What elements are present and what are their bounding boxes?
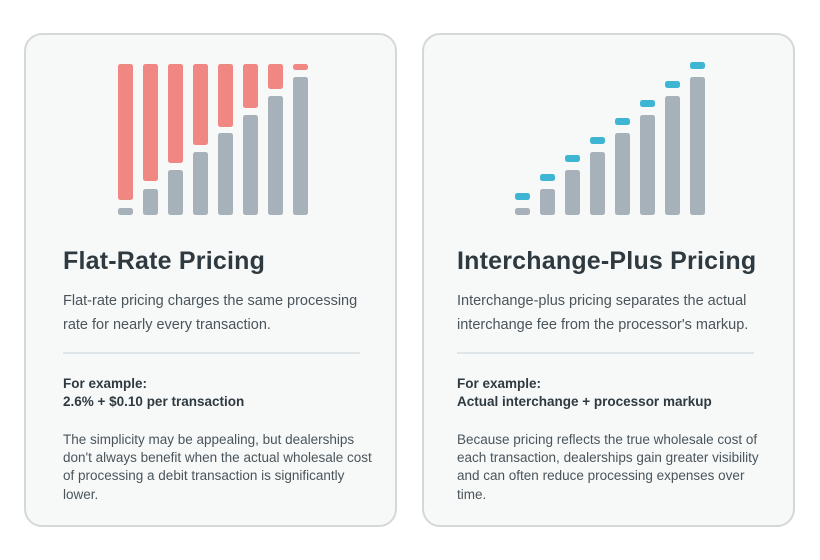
flat-rate-red-bar [218, 64, 233, 127]
interchange-gray-bar [590, 152, 605, 215]
flat-rate-red-bar [168, 64, 183, 163]
interchange-blue-cap [565, 155, 580, 162]
flat-rate-red-bar [193, 64, 208, 145]
flat-rate-gray-bar [168, 170, 183, 215]
flat-rate-bars-icon [118, 64, 308, 215]
interchange-gray-bar [565, 170, 580, 215]
flat-rate-gray-bar [218, 133, 233, 215]
interchange-blue-cap [590, 137, 605, 144]
flat-rate-card: Flat-Rate Pricing Flat-rate pricing char… [24, 33, 397, 527]
example-label: For example: [457, 376, 542, 391]
card-body: The simplicity may be appealing, but dea… [63, 432, 372, 502]
interchange-gray-bar [515, 208, 530, 215]
interchange-gray-bar [540, 189, 555, 215]
interchange-plus-bars-icon [515, 62, 705, 215]
flat-rate-red-bar [268, 64, 283, 89]
card-title: Flat-Rate Pricing [63, 247, 266, 275]
flat-rate-gray-bar [193, 152, 208, 215]
divider [63, 352, 360, 354]
interchange-blue-cap [640, 100, 655, 107]
flat-rate-gray-bar [243, 115, 258, 215]
example-value: Actual interchange + processor markup [457, 394, 712, 409]
card-description: Flat-rate pricing charges the same proce… [63, 293, 358, 333]
card-description: Interchange-plus pricing separates the a… [457, 293, 749, 333]
interchange-gray-bar [640, 115, 655, 215]
interchange-gray-bar [665, 96, 680, 215]
interchange-blue-cap [540, 174, 555, 181]
example-value: 2.6% + $0.10 per transaction [63, 394, 245, 409]
interchange-blue-cap [665, 81, 680, 88]
card-title: Interchange-Plus Pricing [457, 247, 757, 275]
interchange-blue-cap [515, 193, 530, 200]
flat-rate-gray-bar [293, 77, 308, 215]
flat-rate-gray-bar [268, 96, 283, 215]
flat-rate-red-bar [293, 64, 308, 70]
flat-rate-red-bar [118, 64, 133, 200]
interchange-plus-card: Interchange-Plus Pricing Interchange-plu… [422, 33, 795, 527]
interchange-blue-cap [690, 62, 705, 69]
example-label: For example: [63, 376, 148, 391]
flat-rate-gray-bar [143, 189, 158, 215]
flat-rate-gray-bar [118, 208, 133, 215]
interchange-gray-bar [690, 77, 705, 215]
divider [457, 352, 754, 354]
card-body: Because pricing reflects the true wholes… [457, 432, 759, 502]
flat-rate-red-bar [243, 64, 258, 108]
interchange-blue-cap [615, 118, 630, 125]
interchange-gray-bar [615, 133, 630, 215]
flat-rate-red-bar [143, 64, 158, 181]
